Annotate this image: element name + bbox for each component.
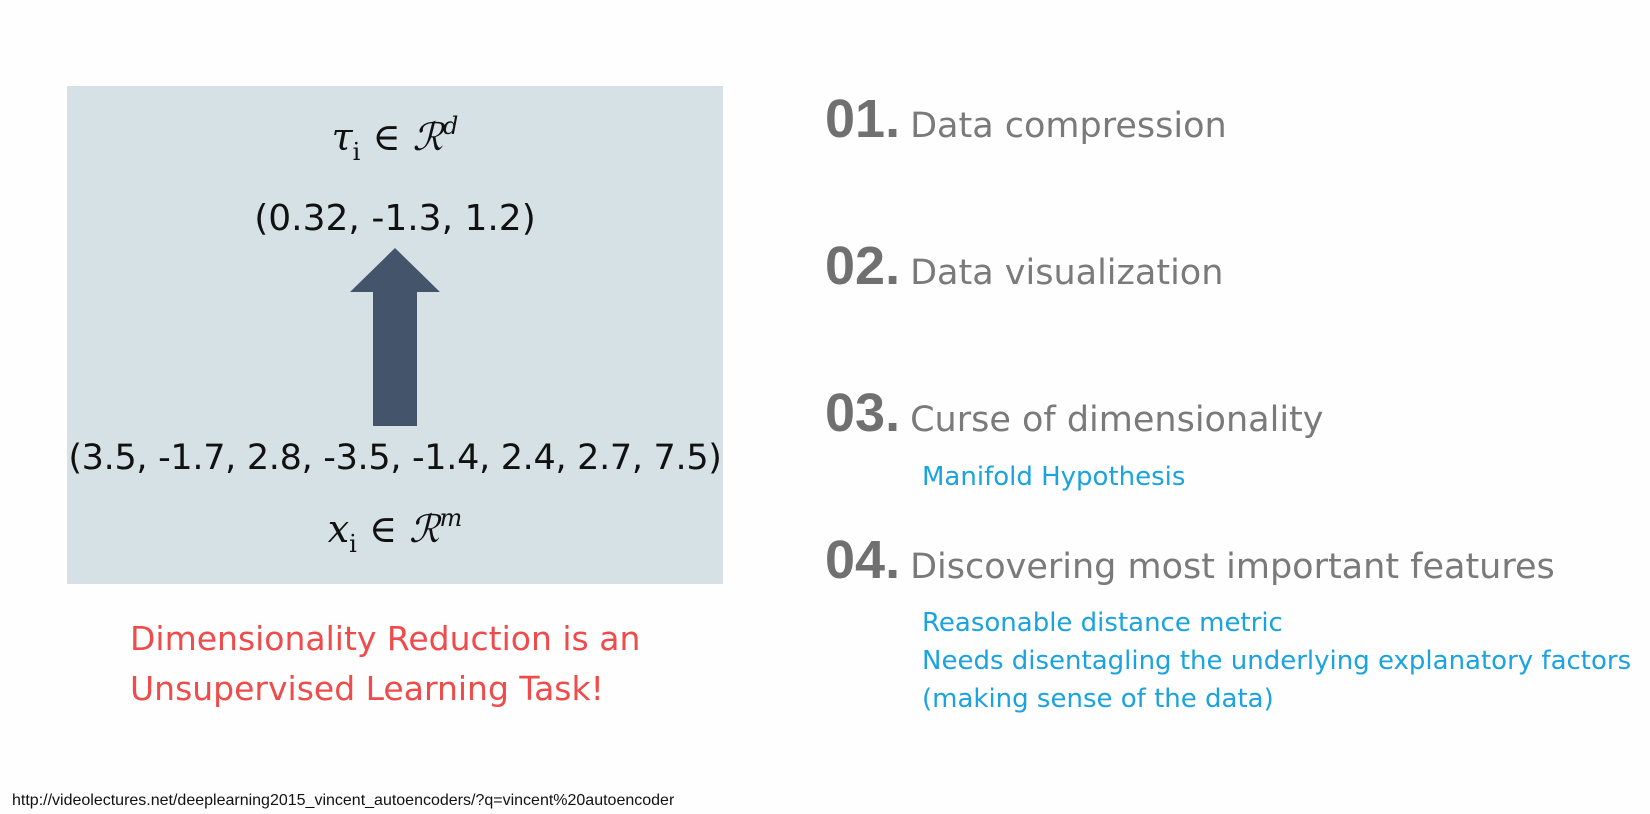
item-number: 04. xyxy=(825,530,901,590)
formula-space: ℛ xyxy=(412,115,443,159)
caption: Dimensionality Reduction is an Unsupervi… xyxy=(130,614,750,714)
formula-subscript: i xyxy=(349,530,357,558)
input-space-formula: xi ∈ ℛm xyxy=(67,504,723,558)
formula-superscript: d xyxy=(443,112,459,140)
item-number: 02. xyxy=(825,236,901,296)
item-label: Data compression xyxy=(910,106,1227,146)
formula-variable: x xyxy=(327,507,350,551)
formula-superscript: m xyxy=(439,504,463,532)
sub-note: Manifold Hypothesis xyxy=(922,462,1186,492)
item-label: Data visualization xyxy=(910,253,1224,293)
latent-vector: (0.32, -1.3, 1.2) xyxy=(254,198,536,239)
list-item: 03. Curse of dimensionality xyxy=(825,382,1323,444)
formula-variable: τ xyxy=(331,115,353,159)
item-label: Curse of dimensionality xyxy=(910,400,1324,440)
sub-note: (making sense of the data) xyxy=(922,684,1274,714)
sub-note: Reasonable distance metric xyxy=(922,608,1283,638)
formula-space: ℛ xyxy=(409,507,440,551)
sub-note: Needs disentagling the underlying explan… xyxy=(922,646,1632,676)
element-of-symbol: ∈ xyxy=(368,507,398,551)
element-of-symbol: ∈ xyxy=(372,115,401,159)
formula-subscript: i xyxy=(352,138,361,166)
list-item: 01. Data compression xyxy=(825,88,1227,150)
latent-space-formula: τi ∈ ℛd xyxy=(67,112,723,166)
caption-line-1: Dimensionality Reduction is an xyxy=(130,619,641,658)
up-arrow-icon xyxy=(350,248,440,426)
list-item: 04. Discovering most important features xyxy=(825,529,1555,591)
item-label: Discovering most important features xyxy=(910,547,1555,587)
item-number: 01. xyxy=(825,89,901,149)
list-item: 02. Data visualization xyxy=(825,235,1223,297)
dimensionality-reduction-diagram: τi ∈ ℛd (0.32, -1.3, 1.2) (3.5, -1.7, 2.… xyxy=(67,86,723,584)
source-url: http://videolectures.net/deeplearning201… xyxy=(12,792,675,809)
item-number: 03. xyxy=(825,383,901,443)
caption-line-2: Unsupervised Learning Task! xyxy=(130,669,604,708)
input-vector: (3.5, -1.7, 2.8, -3.5, -1.4, 2.4, 2.7, 7… xyxy=(68,438,722,478)
